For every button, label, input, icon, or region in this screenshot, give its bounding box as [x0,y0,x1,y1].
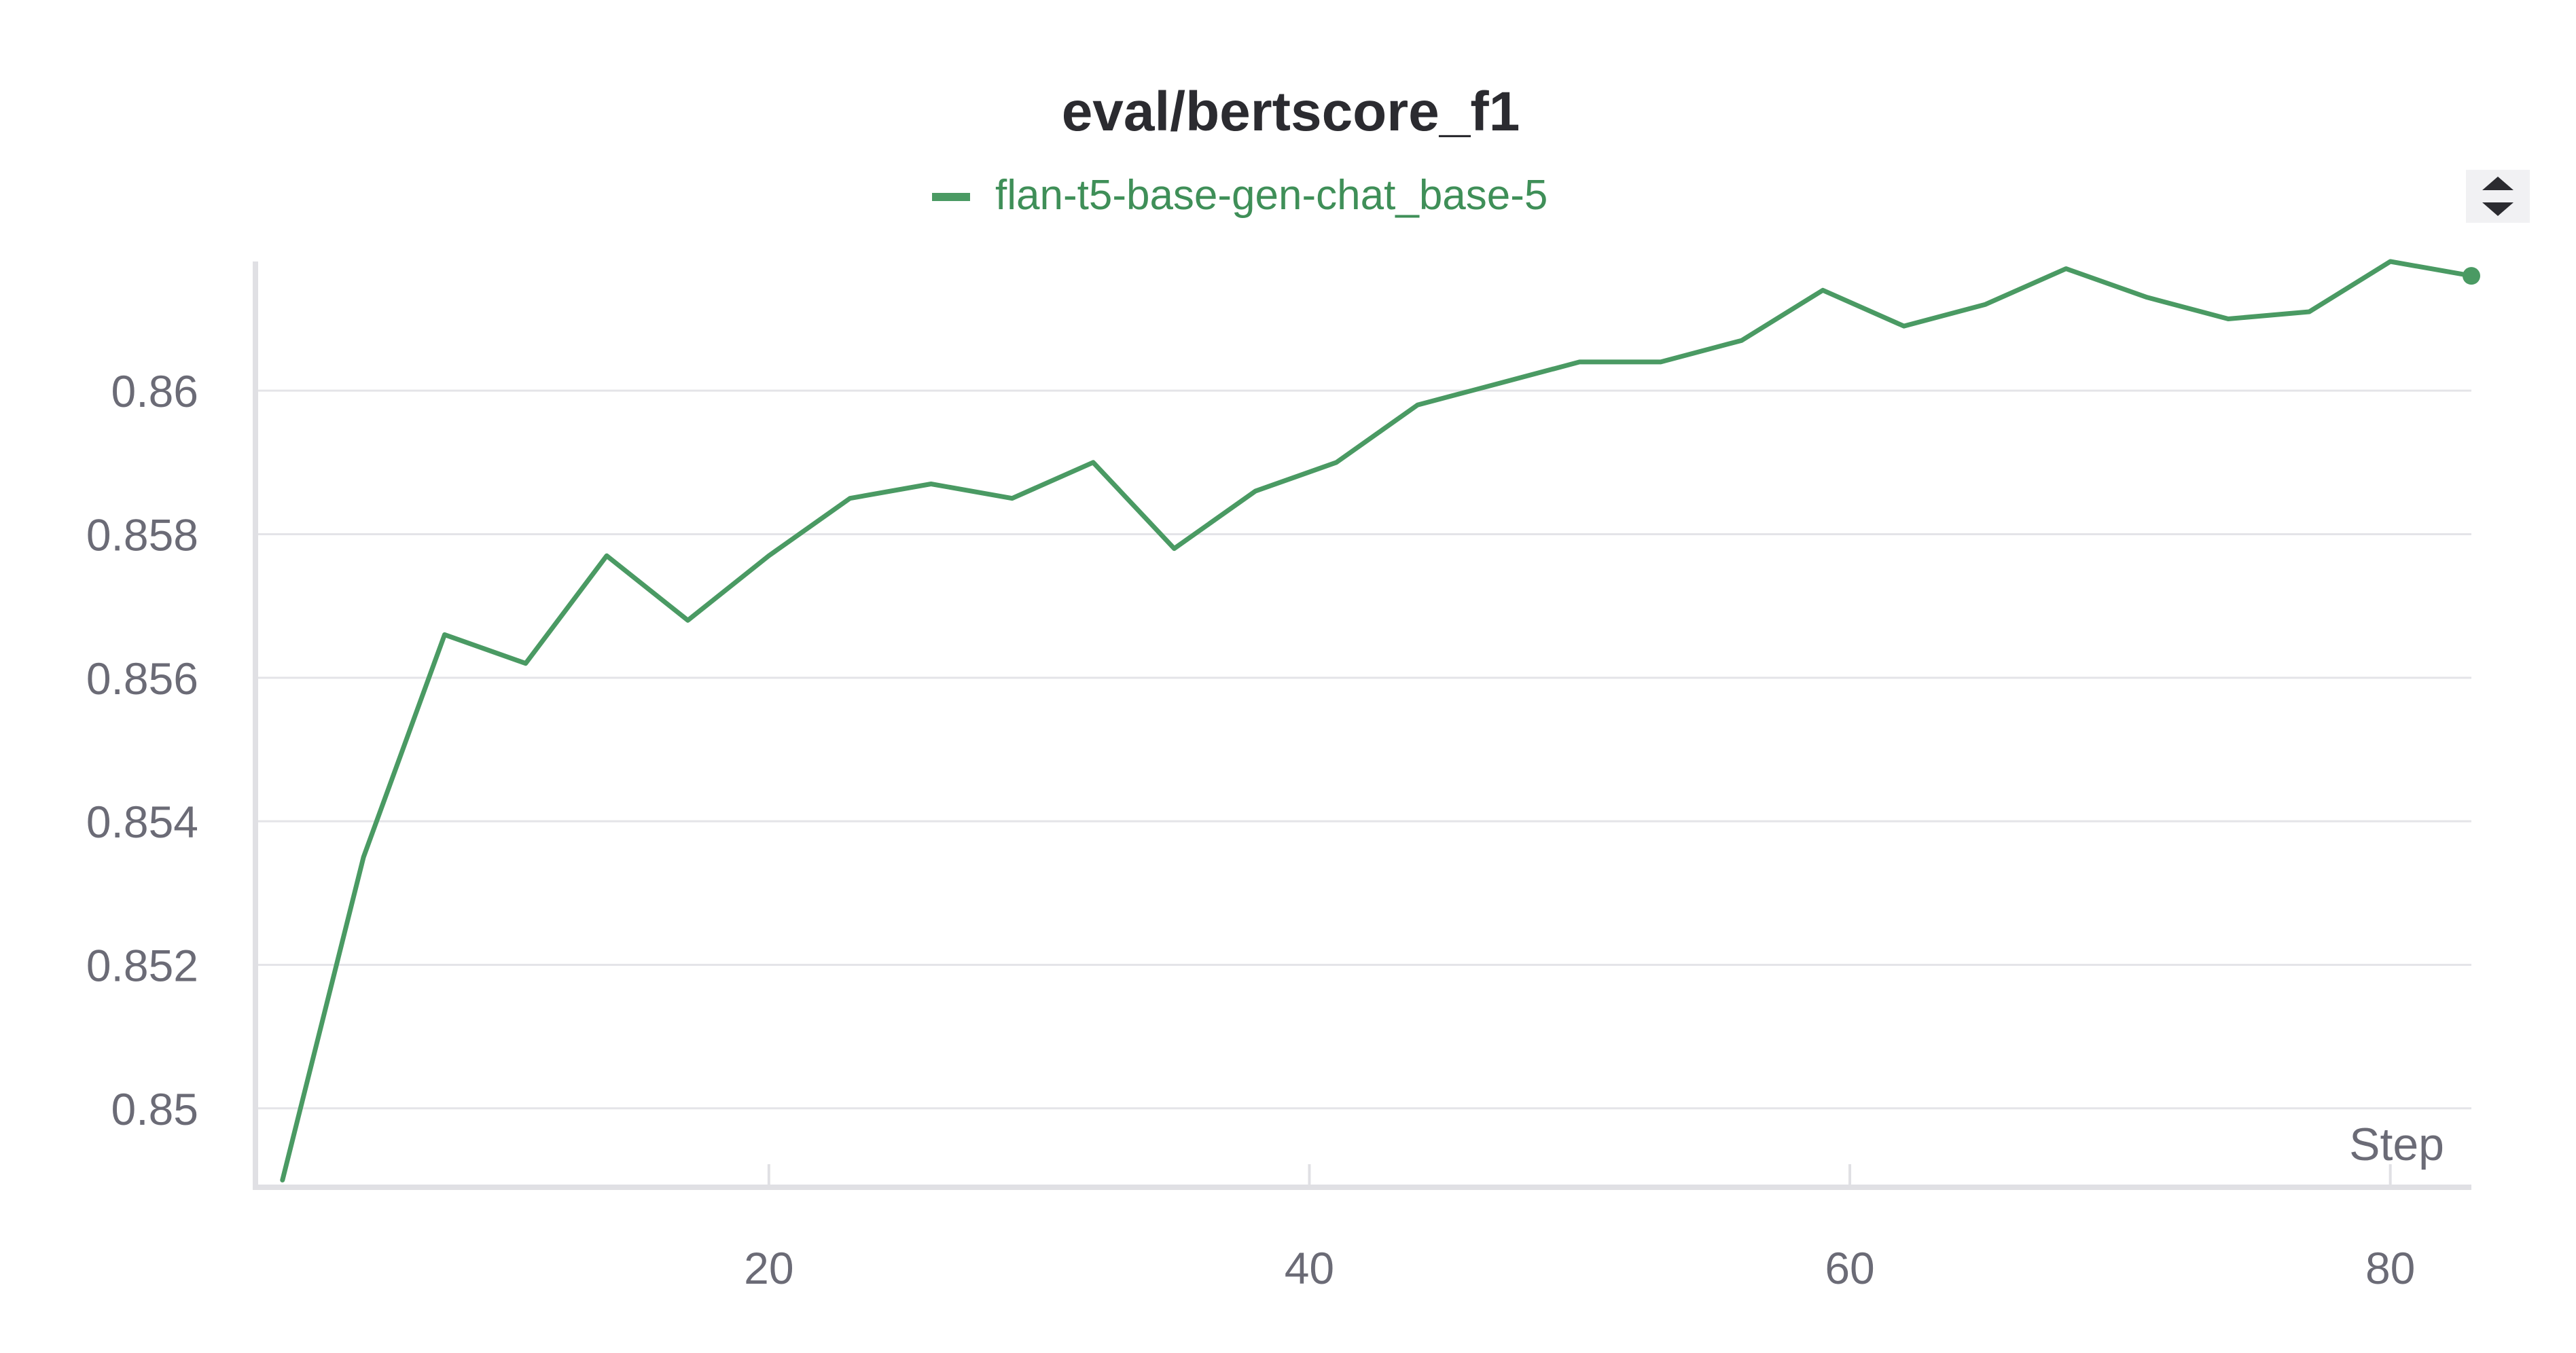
x-tick-label: 60 [1825,1243,1874,1293]
sort-control[interactable] [2466,170,2530,223]
y-axis-tick-labels: 0.85 0.852 0.854 0.856 0.858 0.86 [86,366,198,1134]
y-tick-label: 0.852 [86,940,198,990]
series-layer [280,259,2480,1183]
x-tick-label: 80 [2365,1243,2415,1293]
x-axis-label: Step [2349,1119,2444,1170]
sort-up-down-icon[interactable] [2482,177,2514,216]
x-tick-label: 40 [1285,1243,1334,1293]
series-line [280,259,2474,1183]
legend[interactable]: flan-t5-base-gen-chat_base-5 [932,172,1548,219]
series-last-point [2463,267,2480,285]
y-tick-label: 0.86 [111,366,198,416]
x-axis-ticks: 20 40 60 80 [744,1164,2415,1293]
chart-title: eval/bertscore_f1 [1062,81,1520,143]
grid-lines [255,389,2471,1110]
y-tick-label: 0.854 [86,797,198,847]
y-tick-label: 0.856 [86,653,198,704]
y-tick-label: 0.858 [86,510,198,560]
legend-entry-label: flan-t5-base-gen-chat_base-5 [995,172,1548,219]
x-tick-label: 20 [744,1243,793,1293]
y-tick-label: 0.85 [111,1084,198,1134]
